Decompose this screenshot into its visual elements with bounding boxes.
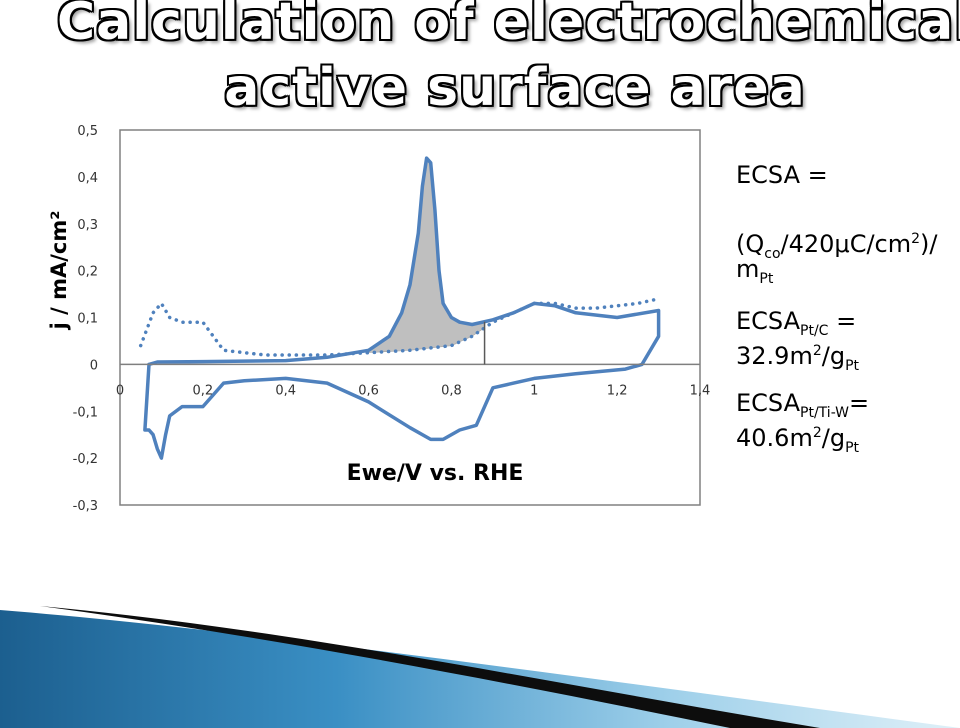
qco-subscript: co (764, 246, 781, 262)
ptc-unit-subscript: Pt (845, 358, 860, 374)
x-tick-label: 1 (530, 383, 538, 398)
slide-title-line-2: active surface area (224, 58, 806, 118)
dotted-baseline-series (138, 297, 661, 357)
y-tick-label: 0 (90, 358, 98, 373)
ecsa-equation-label: ECSA = (736, 162, 828, 188)
qco-charge-density: /420μC/cm (780, 230, 912, 258)
y-tick-label: 0,1 (77, 312, 98, 327)
ecsa-ptc-line: ECSAPt/C = (736, 308, 856, 344)
tiw-ecsa-label: ECSA (736, 389, 801, 417)
x-tick-label: 1,2 (607, 383, 628, 398)
tiw-unit: /g (821, 424, 846, 452)
ptc-unit: /g (821, 342, 846, 370)
ptc-ecsa-label: ECSA (736, 307, 801, 335)
tiw-unit-subscript: Pt (845, 440, 860, 456)
ptc-value: 32.9m (736, 342, 813, 370)
solid-co-stripping-series (143, 156, 661, 460)
tiw-value: 40.6m (736, 424, 813, 452)
y-tick-label: 0,4 (77, 171, 98, 186)
y-axis-title: j / mA/cm² (47, 211, 71, 331)
swoosh-dark-band (40, 606, 820, 728)
y-tick-label: -0,2 (73, 452, 98, 467)
tiw-subscript: Pt/Ti-W (800, 405, 850, 421)
x-tick-label: 0,4 (275, 383, 296, 398)
ecsa-label-text: ECSA = (736, 161, 828, 189)
mass-symbol: m (736, 255, 760, 283)
x-axis-title: Ewe/V vs. RHE (347, 461, 524, 486)
y-tick-label: 0,3 (77, 218, 98, 233)
ecsa-ptc-value-line: 32.9m2/gPt (736, 338, 859, 379)
tiw-value-superscript: 2 (812, 425, 822, 441)
y-tick-label: -0,1 (73, 405, 98, 420)
qco-formula-line: (Qco/420μC/cm2)/ (736, 226, 938, 267)
qco-close: )/ (920, 230, 938, 258)
x-tick-label: 1,4 (690, 383, 711, 398)
ecsa-tiw-line: ECSAPt/Ti-W= (736, 390, 869, 426)
cyclic-voltammogram-chart: -0,3-0,2-0,100,10,20,30,40,5 0 0,2 0,4 0,6 0… (47, 124, 710, 514)
x-tick-label: 0,6 (358, 383, 379, 398)
y-tick-label: -0,3 (73, 499, 98, 514)
ptc-equals: = (828, 307, 857, 335)
y-tick-label: 0,5 (77, 124, 98, 139)
ecsa-tiw-value-line: 40.6m2/gPt (736, 420, 859, 461)
x-tick-labels: 0 0,2 0,4 0,6 0,8 1 1,2 1,4 (116, 383, 710, 398)
mass-subscript: Pt (759, 271, 774, 287)
qco-open: (Q (736, 230, 765, 258)
x-tick-label: 0 (116, 383, 124, 398)
mass-pt-line: mPt (736, 256, 773, 292)
series-layer (138, 156, 661, 460)
x-tick-label: 0,8 (441, 383, 462, 398)
x-tick-label: 0,2 (193, 383, 214, 398)
y-tick-label: 0,2 (77, 265, 98, 280)
qco-superscript: 2 (911, 231, 921, 247)
y-tick-labels: -0,3 -0,2 -0,1 0 0,1 0,2 0,3 0,4 0,5 (73, 124, 98, 514)
ptc-subscript: Pt/C (800, 323, 829, 339)
slide-bottom-swoosh-decoration (0, 606, 960, 728)
tiw-equals: = (849, 389, 870, 417)
ptc-value-superscript: 2 (812, 343, 822, 359)
slide-title-line-1: Calculation of electrochemical (56, 0, 960, 52)
